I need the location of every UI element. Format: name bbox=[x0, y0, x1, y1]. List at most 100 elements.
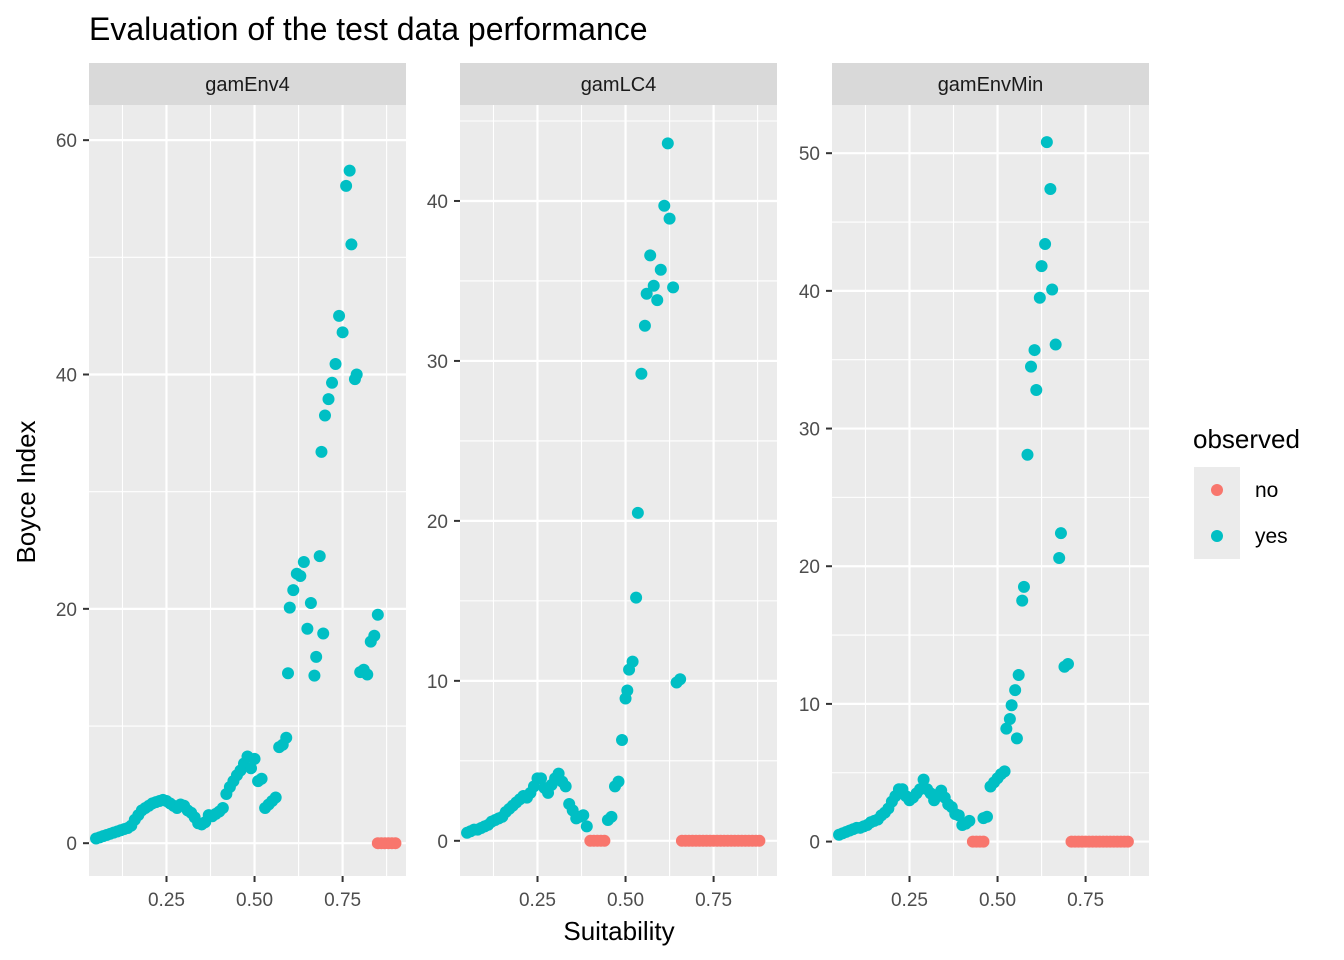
point-yes bbox=[1017, 580, 1030, 593]
point-yes bbox=[248, 752, 261, 765]
point-yes bbox=[329, 357, 342, 370]
panel-plot-area bbox=[89, 105, 406, 876]
point-yes bbox=[667, 281, 680, 294]
y-tick-label: 0 bbox=[66, 834, 77, 855]
x-tick-label: 0.25 bbox=[148, 890, 185, 911]
x-tick-label: 0.50 bbox=[607, 890, 644, 911]
point-no bbox=[1121, 835, 1134, 848]
x-tick-label: 0.25 bbox=[891, 890, 928, 911]
point-yes bbox=[1033, 291, 1046, 304]
point-yes bbox=[294, 570, 307, 583]
point-yes bbox=[1030, 383, 1043, 396]
point-yes bbox=[980, 810, 993, 823]
point-no bbox=[753, 834, 766, 847]
point-yes bbox=[638, 319, 651, 332]
y-tick-label: 10 bbox=[799, 695, 820, 716]
point-yes bbox=[216, 802, 229, 815]
point-yes bbox=[361, 668, 374, 681]
point-yes bbox=[350, 368, 363, 381]
point-yes bbox=[1049, 338, 1062, 351]
point-yes bbox=[297, 555, 310, 568]
facet-strip-label: gamEnvMin bbox=[938, 74, 1044, 96]
y-tick-label: 50 bbox=[799, 144, 820, 165]
y-tick-label: 30 bbox=[799, 420, 820, 441]
point-yes bbox=[317, 627, 330, 640]
point-yes bbox=[1044, 182, 1057, 195]
y-tick-label: 40 bbox=[56, 365, 77, 386]
point-yes bbox=[345, 238, 358, 251]
point-yes bbox=[1040, 136, 1053, 149]
point-yes bbox=[245, 762, 258, 775]
panel-gamEnv4: gamEnv4 0.25 0.50 0.75 0 20 40 60 bbox=[56, 63, 406, 911]
point-yes bbox=[612, 775, 625, 788]
point-yes bbox=[340, 179, 353, 192]
point-yes bbox=[287, 584, 300, 597]
point-yes bbox=[1000, 722, 1013, 735]
point-yes bbox=[255, 772, 268, 785]
point-yes bbox=[318, 409, 331, 422]
y-tick-label: 40 bbox=[427, 192, 448, 213]
facet-strip-label: gamLC4 bbox=[581, 74, 657, 96]
point-yes bbox=[1053, 551, 1066, 564]
point-yes bbox=[626, 655, 639, 668]
legend-label-no: no bbox=[1255, 479, 1278, 502]
point-yes bbox=[654, 263, 667, 276]
point-yes bbox=[621, 684, 634, 697]
point-yes bbox=[315, 445, 328, 458]
x-tick-label: 0.25 bbox=[519, 890, 556, 911]
point-yes bbox=[963, 814, 976, 827]
panel-plot-area bbox=[832, 105, 1149, 876]
legend-label-yes: yes bbox=[1255, 525, 1288, 548]
y-tick-label: 30 bbox=[427, 352, 448, 373]
point-yes bbox=[283, 601, 296, 614]
point-yes bbox=[1016, 594, 1029, 607]
point-yes bbox=[280, 731, 293, 744]
panel-gamEnvMin: gamEnvMin 0.25 0.50 0.75 0 10 20 30 40 50 bbox=[799, 63, 1149, 911]
panel-plot-area bbox=[460, 105, 777, 876]
point-yes bbox=[1005, 699, 1018, 712]
legend-key-dot-yes bbox=[1211, 530, 1223, 542]
legend-title: observed bbox=[1193, 424, 1300, 454]
point-yes bbox=[1028, 344, 1041, 357]
point-yes bbox=[282, 667, 295, 680]
point-yes bbox=[663, 212, 676, 225]
point-yes bbox=[661, 137, 674, 150]
point-yes bbox=[651, 294, 664, 307]
facet-strip bbox=[832, 63, 1149, 105]
x-axis-label: Suitability bbox=[563, 916, 674, 946]
y-tick-label: 0 bbox=[437, 832, 448, 853]
point-no bbox=[598, 834, 611, 847]
point-yes bbox=[1035, 260, 1048, 273]
point-yes bbox=[313, 550, 326, 563]
y-axis-label: Boyce Index bbox=[11, 420, 41, 563]
point-yes bbox=[1009, 684, 1022, 697]
point-yes bbox=[1010, 732, 1023, 745]
point-yes bbox=[333, 309, 346, 322]
panel-background bbox=[832, 105, 1149, 876]
point-yes bbox=[674, 673, 687, 686]
point-yes bbox=[301, 622, 314, 635]
point-yes bbox=[1012, 668, 1025, 681]
point-yes bbox=[640, 287, 653, 300]
point-yes bbox=[559, 780, 572, 793]
point-yes bbox=[1021, 448, 1034, 461]
point-yes bbox=[616, 734, 629, 747]
point-yes bbox=[577, 809, 590, 822]
x-tick-label: 0.75 bbox=[1067, 890, 1104, 911]
legend-key-dot-no bbox=[1211, 484, 1223, 496]
point-yes bbox=[326, 376, 339, 389]
y-tick-label: 60 bbox=[56, 131, 77, 152]
point-yes bbox=[336, 326, 349, 339]
panel-background bbox=[460, 105, 777, 876]
point-yes bbox=[269, 791, 282, 804]
point-yes bbox=[644, 249, 657, 262]
legend: observed no yes bbox=[1193, 424, 1300, 559]
y-tick-label: 10 bbox=[427, 672, 448, 693]
x-tick-label: 0.50 bbox=[979, 890, 1016, 911]
point-yes bbox=[635, 367, 648, 380]
x-tick-label: 0.50 bbox=[236, 890, 273, 911]
point-yes bbox=[1046, 283, 1059, 296]
y-tick-label: 20 bbox=[427, 512, 448, 533]
point-yes bbox=[580, 820, 593, 833]
